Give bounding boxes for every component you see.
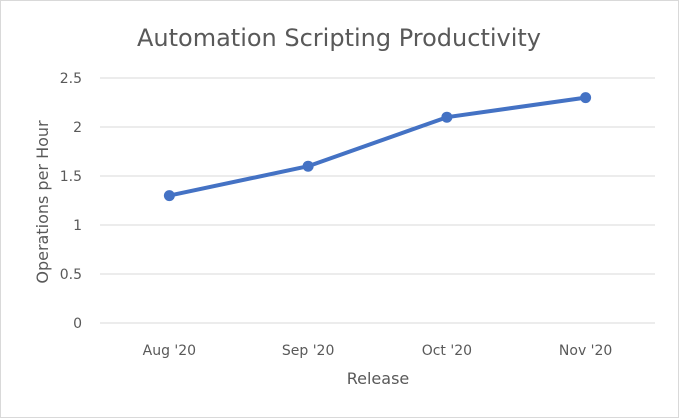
gridlines [100, 77, 655, 324]
y-tick-label: 1.5 [60, 169, 82, 185]
series-layer [163, 92, 592, 202]
y-tick-label: 0 [73, 316, 82, 332]
y-tick-label: 2.5 [60, 71, 82, 87]
x-tick-labels: Aug '20 Sep '20 Oct '20 Nov '20 [143, 343, 613, 359]
y-tick-label: 0.5 [60, 267, 82, 283]
y-tick-labels: 0 0.5 1 1.5 2 2.5 [60, 71, 82, 332]
x-axis-label: Release [347, 369, 410, 388]
x-tick-label: Nov '20 [559, 343, 612, 359]
data-point [441, 111, 453, 123]
data-point [163, 190, 175, 202]
chart-title: Automation Scripting Productivity [137, 24, 541, 52]
y-tick-label: 2 [73, 120, 82, 136]
series-line [167, 95, 588, 198]
x-tick-label: Aug '20 [143, 343, 196, 359]
x-tick-label: Sep '20 [282, 343, 335, 359]
x-tick-label: Oct '20 [422, 343, 472, 359]
data-point [302, 160, 314, 172]
y-tick-label: 1 [73, 218, 82, 234]
data-point [580, 92, 592, 104]
y-axis-label: Operations per Hour [33, 120, 52, 284]
